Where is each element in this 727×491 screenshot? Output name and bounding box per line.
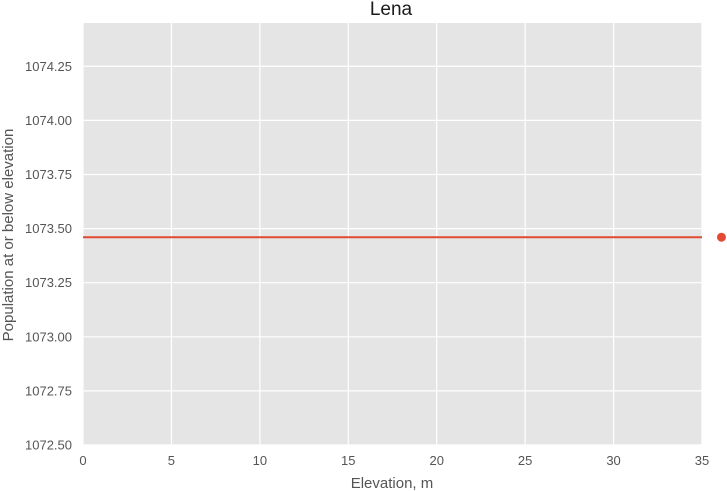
plot-area (83, 23, 702, 445)
y-tick-label: 1072.50 (25, 438, 72, 453)
series-markers (716, 232, 726, 242)
x-axis-ticks: 0 5 10 15 20 25 30 35 (79, 453, 709, 468)
chart-title: Lena (370, 0, 413, 20)
x-tick-label: 15 (341, 453, 355, 468)
y-tick-label: 1073.25 (25, 275, 72, 290)
data-point-marker (716, 232, 726, 242)
y-tick-label: 1073.50 (25, 221, 72, 236)
x-tick-label: 0 (79, 453, 86, 468)
y-tick-label: 1072.75 (25, 383, 72, 398)
x-tick-label: 20 (429, 453, 443, 468)
y-axis-ticks: 1072.50 1072.75 1073.00 1073.25 1073.50 1073.… (25, 59, 72, 453)
x-tick-label: 25 (518, 453, 532, 468)
y-tick-label: 1073.00 (25, 329, 72, 344)
y-tick-label: 1073.75 (25, 167, 72, 182)
x-tick-label: 35 (695, 453, 709, 468)
y-tick-label: 1074.25 (25, 59, 72, 74)
y-tick-label: 1074.00 (25, 113, 72, 128)
x-tick-label: 5 (168, 453, 175, 468)
x-axis-label: Elevation, m (351, 475, 434, 491)
x-tick-label: 30 (606, 453, 620, 468)
y-axis-label: Population at or below elevation (0, 129, 17, 342)
x-tick-label: 10 (253, 453, 267, 468)
grid-lines (82, 23, 703, 446)
